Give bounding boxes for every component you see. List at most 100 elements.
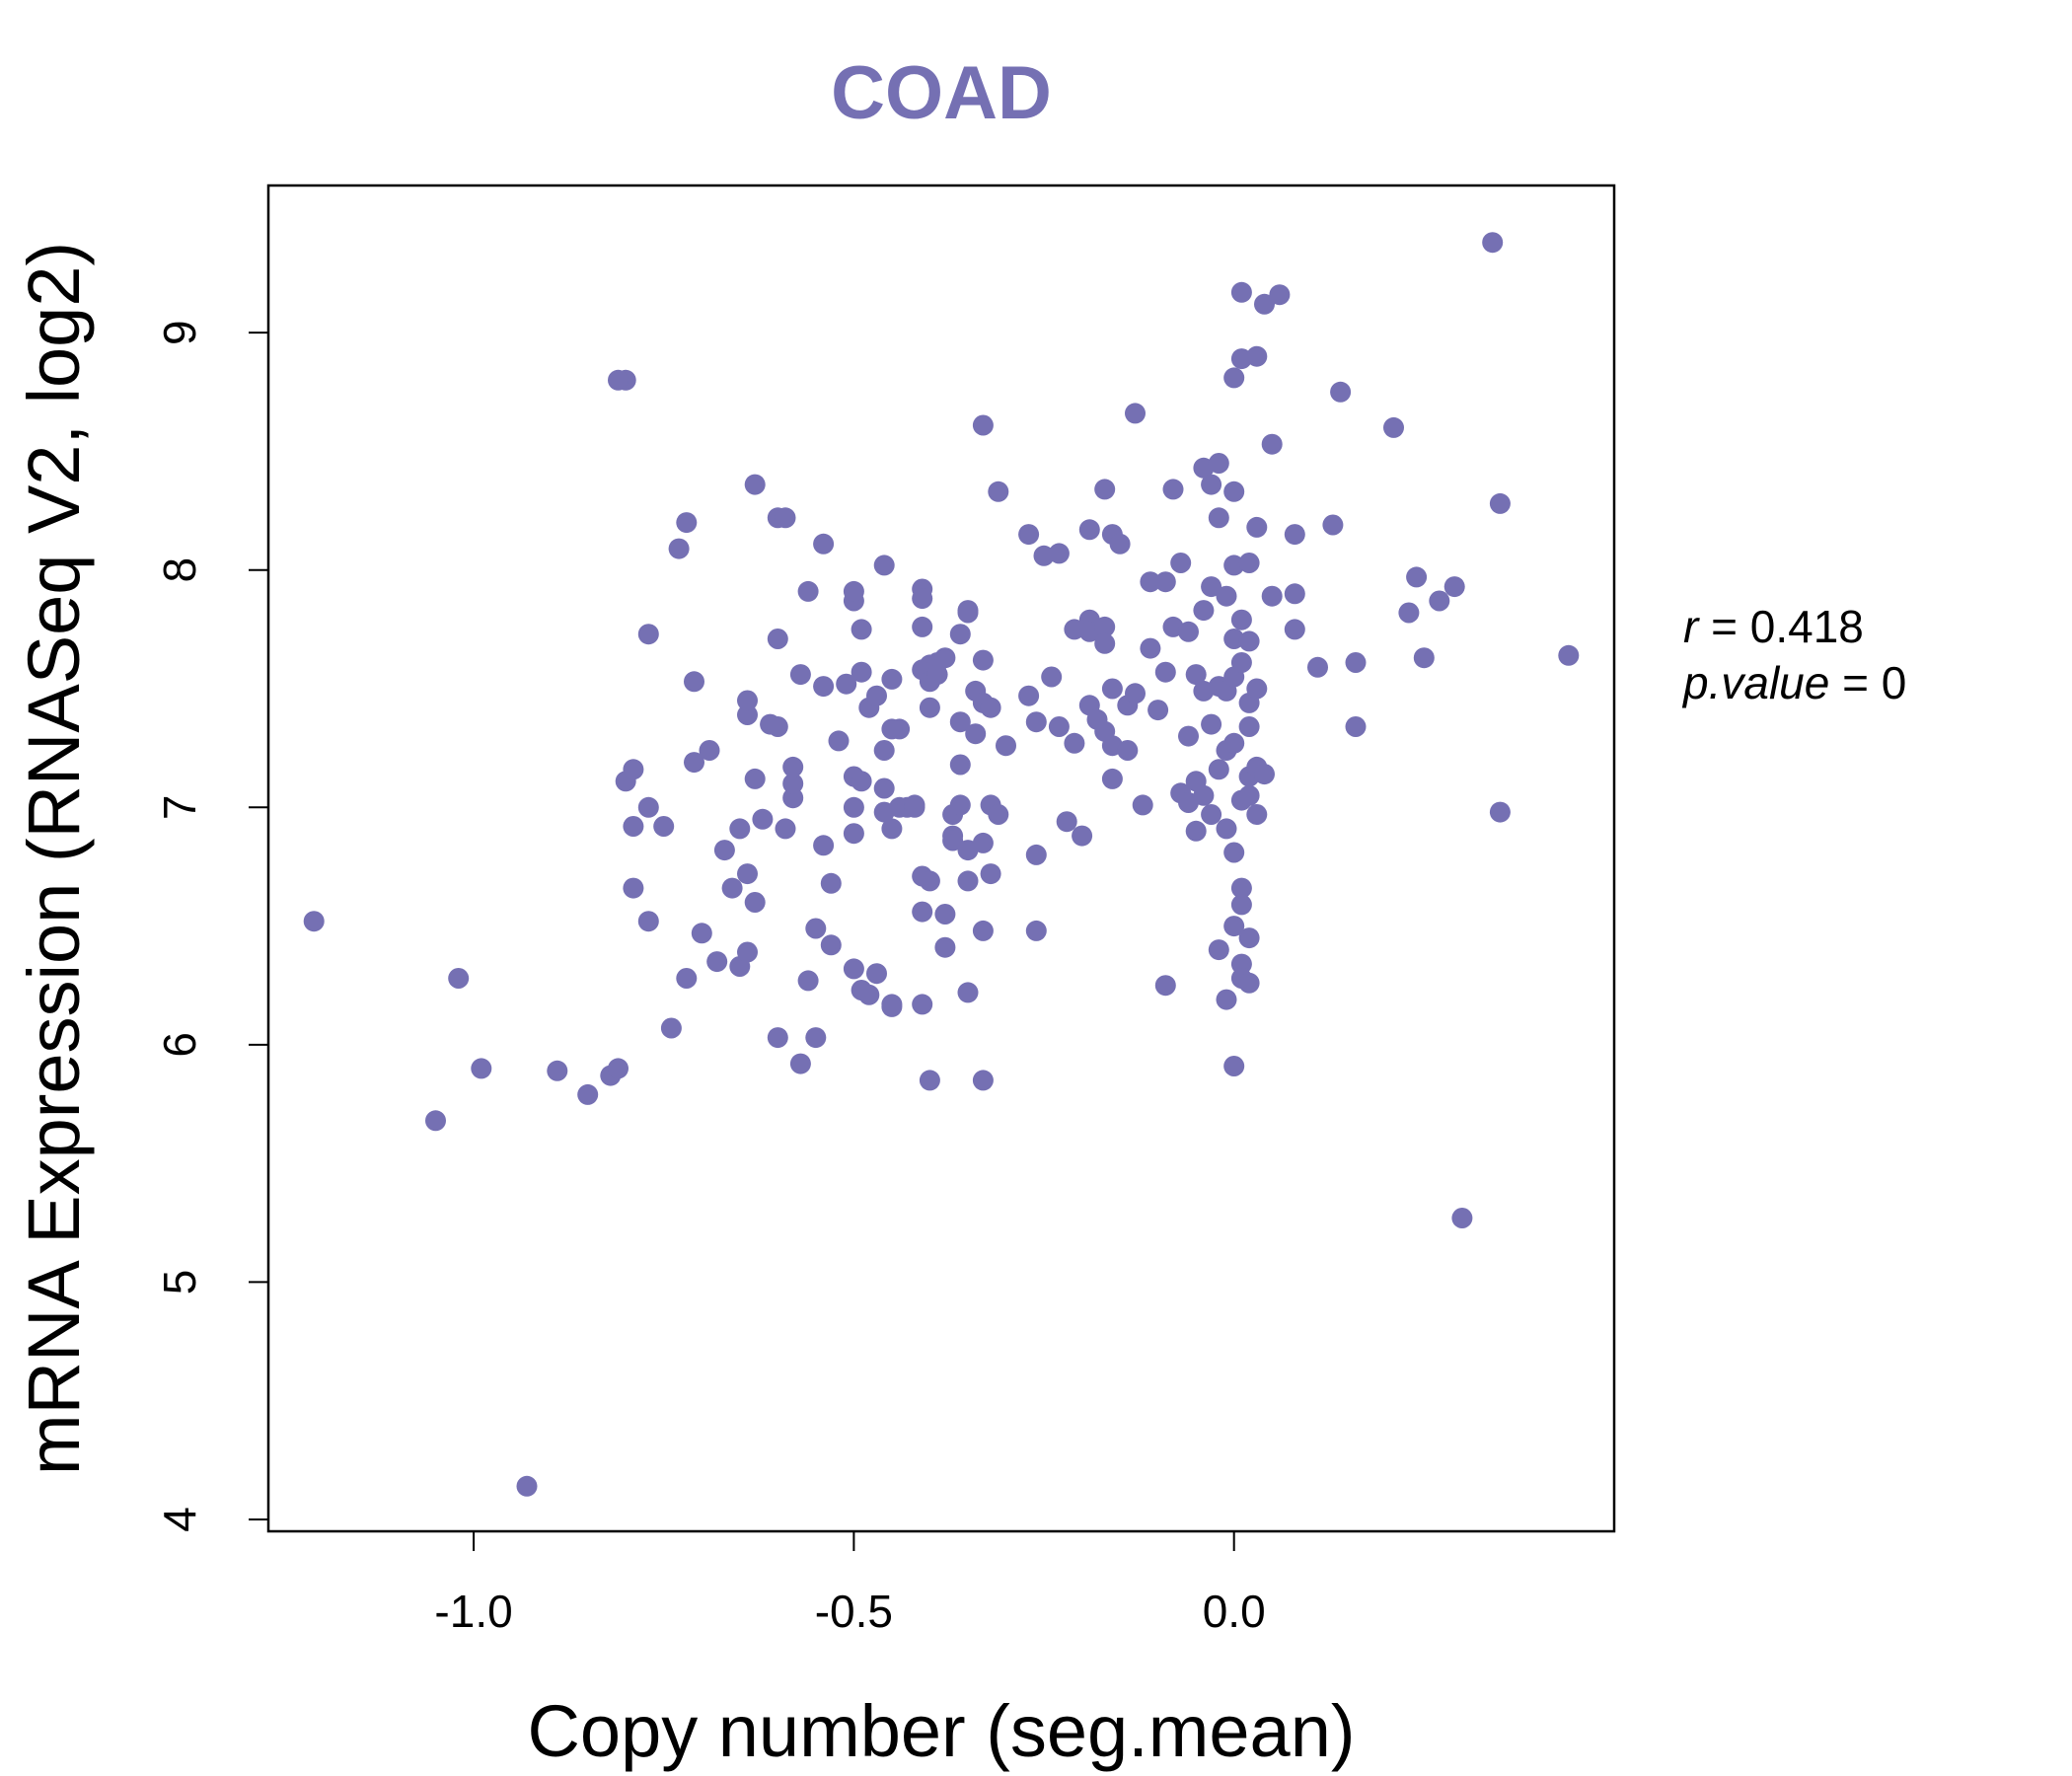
data-point (813, 533, 835, 555)
data-point (1223, 629, 1245, 649)
data-point (988, 804, 1009, 825)
data-point (1125, 403, 1146, 424)
data-point (1223, 732, 1245, 754)
data-point (942, 830, 964, 851)
data-point (949, 754, 971, 776)
data-point (775, 507, 796, 529)
data-point (471, 1058, 492, 1079)
data-point (805, 1027, 827, 1049)
data-point (608, 369, 629, 391)
data-point (637, 796, 659, 818)
data-point (1208, 939, 1229, 961)
data-point (1140, 637, 1161, 659)
data-point (1558, 644, 1580, 666)
data-point (782, 787, 804, 809)
data-point (1223, 481, 1245, 502)
data-point (744, 892, 766, 913)
data-point (1072, 825, 1093, 847)
data-point (767, 716, 788, 737)
data-point (1223, 367, 1245, 389)
data-point (957, 870, 979, 892)
data-point (1413, 647, 1435, 669)
data-point (653, 816, 675, 837)
data-point (980, 863, 1001, 885)
data-point (752, 808, 774, 830)
data-point (1246, 678, 1268, 700)
data-point (577, 1083, 599, 1105)
data-point (1178, 725, 1199, 747)
data-point (851, 619, 872, 640)
data-point (1238, 716, 1260, 737)
data-point (1223, 916, 1245, 937)
data-point (858, 984, 880, 1005)
p-label: p.value (1681, 657, 1829, 708)
data-point (1101, 678, 1123, 700)
data-point (1345, 652, 1367, 673)
data-point (1230, 652, 1252, 673)
data-point (1230, 894, 1252, 916)
chart-title: COAD (831, 51, 1052, 135)
data-point (789, 664, 811, 686)
y-tick-label: 4 (154, 1507, 205, 1532)
data-point (949, 624, 971, 645)
data-point (1261, 585, 1283, 607)
data-point (996, 735, 1016, 757)
data-point (1383, 416, 1404, 438)
data-point (637, 911, 659, 932)
data-point (912, 588, 933, 610)
data-point (1261, 433, 1283, 455)
data-point (767, 1027, 788, 1049)
data-point (813, 835, 835, 856)
data-point (1094, 632, 1116, 654)
y-axis-label: mRNA Expression (RNASeq V2, log2) (13, 242, 95, 1475)
data-point (813, 676, 835, 698)
p-value: 0 (1882, 657, 1907, 708)
data-point (1238, 784, 1260, 806)
data-point (873, 740, 895, 761)
data-point (691, 923, 712, 944)
data-point (949, 794, 971, 816)
data-point (843, 823, 864, 845)
data-point (1230, 953, 1252, 975)
data-point (972, 414, 994, 436)
data-point (737, 941, 758, 963)
data-point (1238, 553, 1260, 573)
data-point (1216, 585, 1237, 607)
data-point (1025, 711, 1047, 733)
data-point (1064, 732, 1085, 754)
data-point (934, 647, 956, 669)
data-point (1193, 784, 1215, 806)
data-point (866, 963, 887, 985)
data-point (782, 773, 804, 794)
data-point (1154, 975, 1176, 997)
data-point (623, 816, 644, 837)
data-point (1185, 820, 1207, 842)
data-point (873, 555, 895, 576)
data-point (737, 863, 758, 885)
y-axis: 4 5 6 7 8 9 (154, 320, 269, 1532)
data-point (684, 671, 704, 693)
data-point (881, 718, 903, 740)
data-point (919, 1070, 940, 1091)
data-point (303, 911, 325, 932)
data-point (1230, 281, 1252, 303)
data-point (957, 602, 979, 624)
data-point (912, 994, 933, 1015)
svg-text:p.value = 0: p.value = 0 (1681, 657, 1906, 708)
data-point (851, 771, 872, 792)
data-point (1307, 656, 1328, 678)
data-point (904, 796, 925, 818)
data-point (1033, 545, 1055, 566)
data-point (744, 768, 766, 789)
y-tick-label: 8 (154, 557, 205, 583)
data-point (1201, 576, 1222, 598)
data-point (881, 668, 903, 690)
data-point (797, 580, 819, 602)
y-tick-label: 7 (154, 794, 205, 820)
data-point (1170, 553, 1192, 573)
x-axis: -1.0 -0.5 0.0 (434, 1530, 1266, 1637)
data-point (1208, 759, 1229, 780)
data-point (1398, 602, 1420, 624)
data-point (623, 759, 644, 780)
data-point (1489, 492, 1511, 514)
